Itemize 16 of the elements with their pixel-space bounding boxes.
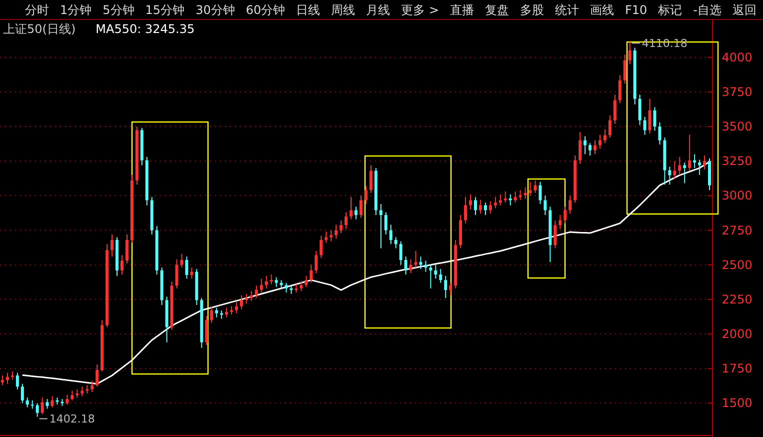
- annotation: 1402.18: [49, 412, 95, 426]
- chart-title: 上证50(日线): [3, 22, 76, 36]
- y-tick-label: 2000: [722, 327, 752, 342]
- y-tick-label: 2500: [722, 258, 752, 272]
- toolbar: 分时 1分钟 5分钟 15分钟 30分钟 60分钟 日线 周线 月线 更多 > 直播 复盘 多股 统计 画线 F10 标记 -自选 返回: [0, 3, 763, 20]
- y-tick-label: 1750: [722, 362, 752, 376]
- y-tick-label: 2750: [722, 223, 752, 238]
- y-tick-label: 4000: [722, 50, 752, 64]
- y-tick-label: 3000: [722, 188, 752, 203]
- y-tick-label: 3250: [722, 154, 752, 168]
- y-tick-label: 3750: [722, 84, 752, 99]
- text: MA550: 3245.35: [96, 22, 195, 36]
- y-tick-label: 3500: [722, 120, 752, 134]
- y-tick-label: 2250: [722, 292, 752, 306]
- y-tick-label: 1500: [722, 396, 752, 410]
- line-series: [22, 161, 710, 385]
